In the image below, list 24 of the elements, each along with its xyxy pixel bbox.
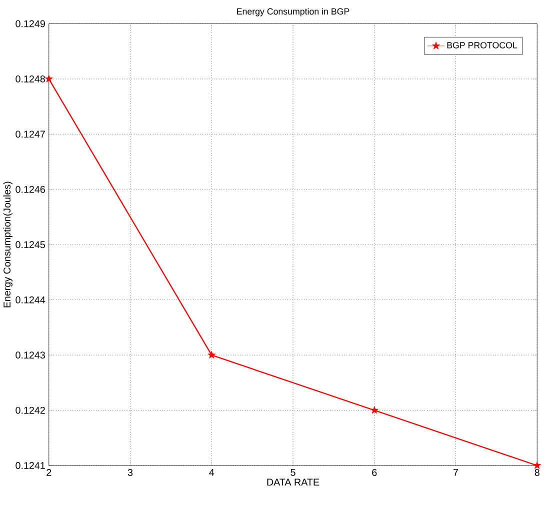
y-axis-title: Energy Consumption(Joules) bbox=[3, 182, 12, 308]
y-tick-label: 0.1241 bbox=[16, 462, 45, 470]
y-tick-label: 0.1243 bbox=[16, 352, 45, 359]
legend-label: BGP PROTOCOL bbox=[447, 42, 518, 48]
x-tick-label: 3 bbox=[128, 469, 133, 476]
y-tick-label: 0.1247 bbox=[16, 130, 45, 138]
y-tick-label: 0.1244 bbox=[16, 296, 46, 304]
point bbox=[208, 350, 216, 358]
x-tick-label: 7 bbox=[454, 469, 458, 476]
point bbox=[370, 406, 378, 414]
point bbox=[533, 461, 542, 469]
x-tick-label: 6 bbox=[372, 469, 377, 476]
x-tick-label: 8 bbox=[534, 469, 540, 476]
x-axis-title: DATA RATE bbox=[267, 478, 320, 486]
y-tick-label: 0.1249 bbox=[16, 20, 45, 28]
x-tick-label: 2 bbox=[46, 469, 52, 476]
x-tick-label: 5 bbox=[290, 469, 296, 476]
y-tick-label: 0.1246 bbox=[16, 186, 45, 193]
y-tick-label: 0.1245 bbox=[16, 241, 45, 248]
x-tick-label: 4 bbox=[209, 469, 214, 476]
y-tick-label: 0.1242 bbox=[16, 406, 45, 414]
y-tick-label: 0.1248 bbox=[16, 75, 45, 82]
point bbox=[44, 74, 53, 82]
chart-title: Energy Consumption in BGP bbox=[237, 8, 350, 16]
